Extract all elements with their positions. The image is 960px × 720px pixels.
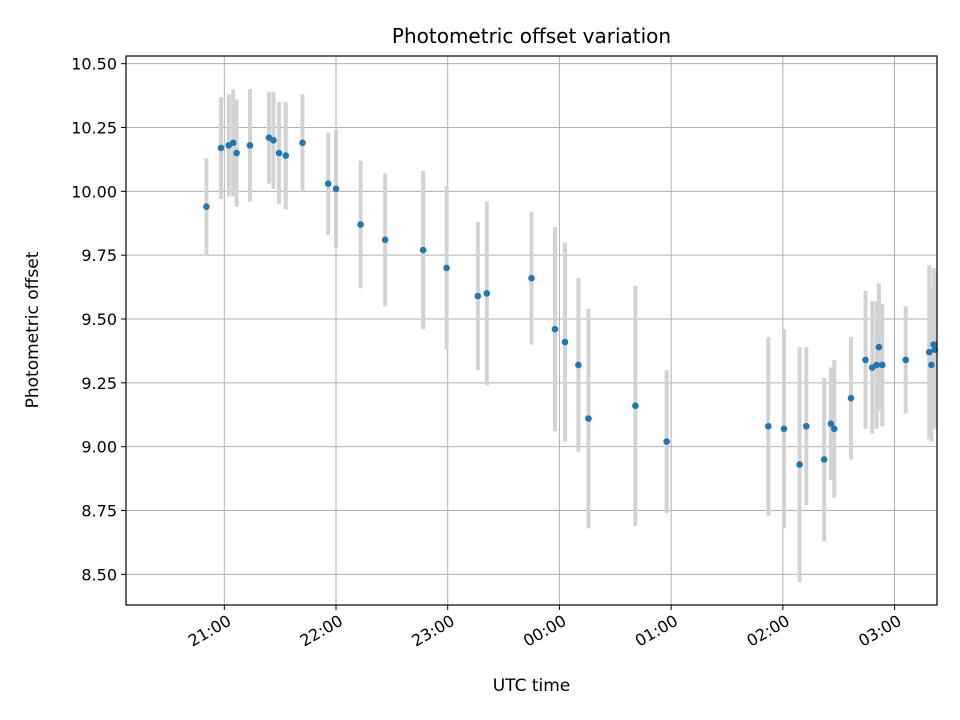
data-point	[827, 420, 835, 428]
data-point	[847, 394, 855, 402]
data-point	[233, 149, 240, 157]
x-axis-label: UTC time	[493, 676, 571, 696]
data-point	[632, 402, 639, 410]
data-point	[585, 415, 592, 422]
data-point	[765, 422, 772, 430]
data-point	[902, 356, 910, 364]
data-point	[820, 456, 828, 463]
y-tick-label: 9.75	[81, 246, 117, 265]
y-tick-label: 9.00	[81, 438, 117, 457]
data-point	[203, 203, 210, 210]
data-point	[575, 361, 582, 369]
data-point	[780, 425, 788, 433]
data-point	[925, 348, 933, 356]
y-tick-label: 10.00	[71, 182, 117, 201]
data-point	[217, 144, 225, 152]
data-point	[796, 461, 803, 468]
y-tick-label: 10.50	[71, 55, 117, 74]
data-point	[381, 236, 389, 244]
data-point	[873, 361, 880, 369]
data-point	[357, 221, 364, 228]
data-point	[803, 422, 810, 430]
data-point	[878, 361, 886, 369]
chart-title: Photometric offset variation	[392, 24, 671, 48]
data-point	[474, 292, 482, 300]
data-point	[862, 356, 869, 364]
data-point	[928, 361, 935, 369]
data-point	[229, 139, 237, 147]
y-tick-label: 8.50	[81, 565, 117, 584]
data-point	[299, 139, 306, 147]
data-point	[483, 290, 491, 297]
data-point	[270, 136, 277, 144]
data-point	[443, 264, 450, 272]
data-point	[663, 438, 670, 445]
y-tick-label: 9.25	[81, 374, 117, 393]
data-point	[551, 325, 559, 333]
data-point	[830, 425, 838, 433]
data-point	[324, 180, 332, 187]
y-axis-label: Photometric offset	[23, 251, 43, 408]
data-point	[275, 149, 283, 157]
data-point	[528, 274, 535, 282]
plot-frame	[125, 55, 938, 606]
y-tick-label: 8.75	[81, 502, 117, 521]
data-point	[332, 185, 340, 193]
data-point	[930, 341, 937, 348]
data-point	[282, 152, 290, 159]
data-point	[419, 246, 427, 254]
y-tick-label: 10.25	[71, 118, 117, 137]
y-tick-label: 9.50	[81, 310, 117, 329]
data-point	[561, 338, 569, 346]
data-point	[875, 343, 883, 351]
data-point	[246, 142, 254, 149]
